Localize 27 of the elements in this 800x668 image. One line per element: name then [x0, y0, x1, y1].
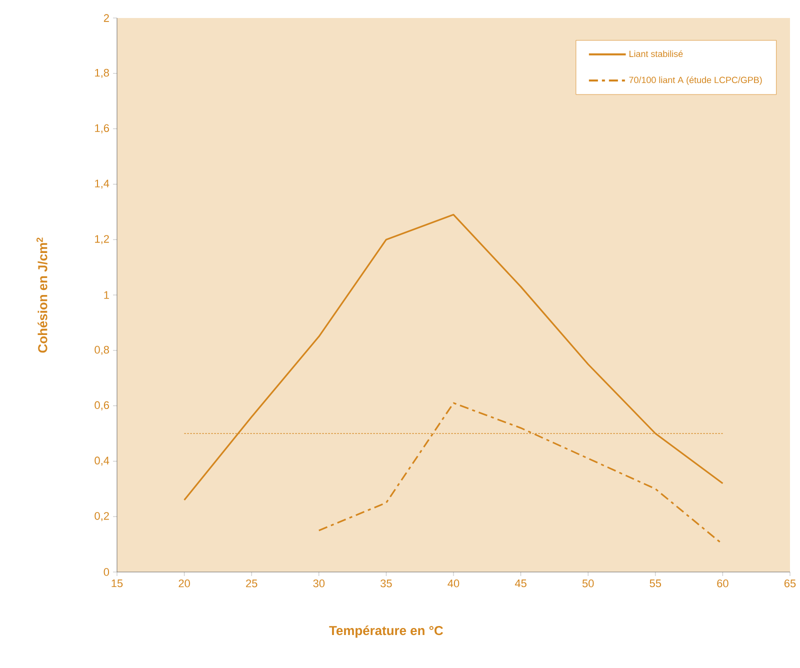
x-tick-label: 55 [650, 580, 662, 588]
line-series [184, 214, 724, 501]
y-tick-label: 0,8 [94, 346, 109, 355]
y-tick-label: 0 [104, 568, 110, 576]
legend-label: Liant stabilisé [630, 50, 683, 58]
y-tick-label: 1 [104, 291, 109, 299]
y-tick-label: 1,8 [95, 68, 109, 78]
y-tick-label: 1,6 [95, 124, 109, 134]
y-tick-label: 0,4 [94, 456, 110, 466]
x-tick-label: 25 [246, 580, 258, 588]
y-axis-title: Cohésion en J/cm$^{2}$ [36, 238, 48, 353]
x-tick-label: 40 [448, 580, 460, 588]
x-axis-title: Température en °C [329, 626, 443, 638]
y-tick-label: 1,2 [95, 235, 109, 244]
x-tick-label: 60 [717, 580, 728, 588]
y-tick-label: 0,6 [94, 401, 109, 410]
x-tick-label: 35 [380, 580, 392, 588]
y-tick-label: 0,2 [94, 512, 109, 522]
y-tick-label: 2 [104, 14, 109, 22]
x-tick-label: 50 [582, 580, 594, 588]
x-tick-label: 65 [784, 580, 796, 588]
y-tick-label: 1,4 [95, 180, 110, 189]
x-tick-label: 20 [178, 580, 190, 588]
legend-label: 70/100 liant A (étude LCPC/GPB) [629, 76, 762, 85]
x-tick-label: 15 [112, 580, 123, 588]
x-tick-label: 45 [514, 580, 526, 588]
x-tick-label: 30 [313, 580, 325, 588]
